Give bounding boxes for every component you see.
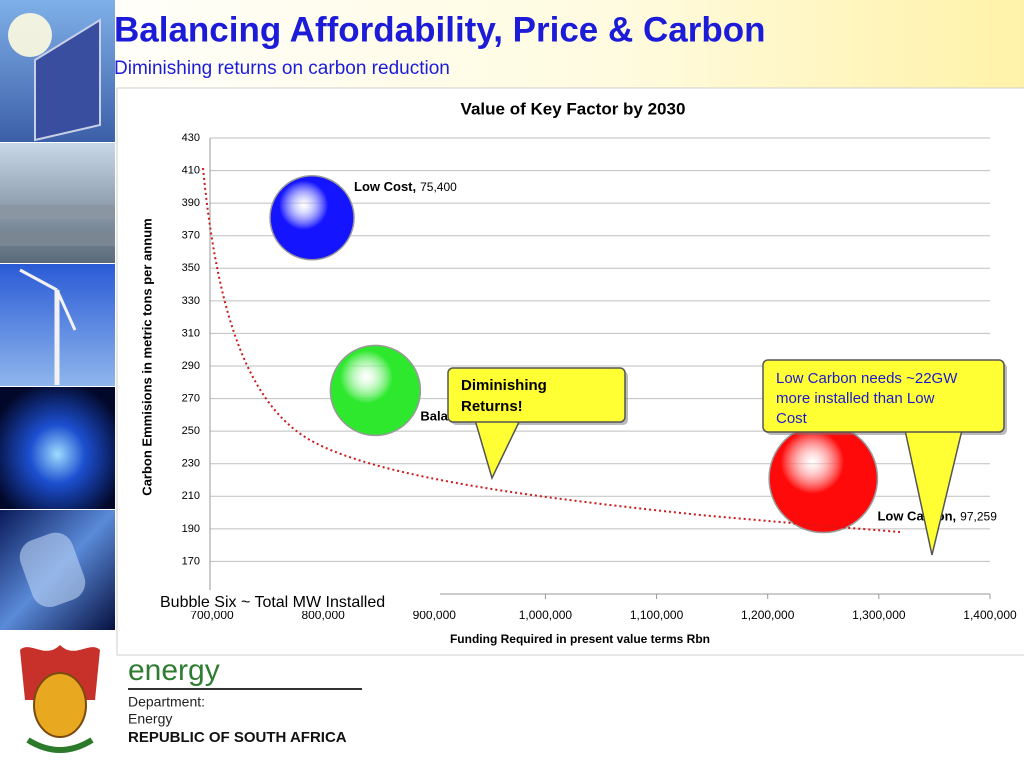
pipe bbox=[0, 205, 115, 219]
bubble-name: Low Carbon, bbox=[877, 509, 956, 524]
y-tick-label: 230 bbox=[182, 458, 200, 470]
trend-line bbox=[202, 167, 901, 533]
chart-title: Value of Key Factor by 2030 bbox=[461, 99, 686, 118]
x-tick-label: 800,000 bbox=[301, 608, 345, 622]
bubble-name: Low Cost, bbox=[354, 179, 416, 194]
callout-text: Cost bbox=[776, 410, 808, 427]
x-tick-label: 1,300,000 bbox=[852, 608, 906, 622]
bubble bbox=[768, 423, 879, 534]
x-tick-label: 700,000 bbox=[190, 608, 234, 622]
y-tick-label: 250 bbox=[182, 425, 200, 437]
note-background bbox=[155, 590, 440, 611]
footer-line: Energy bbox=[128, 711, 172, 727]
y-tick-label: 310 bbox=[182, 327, 200, 339]
solar-panel bbox=[34, 18, 101, 142]
callout-text: more installed than Low bbox=[776, 390, 935, 407]
x-tick-label: 1,100,000 bbox=[630, 608, 684, 622]
pipe bbox=[0, 232, 115, 246]
x-tick-label: 900,000 bbox=[413, 608, 457, 622]
bubbles: Low Cost,75,400Balanced,80,800Low Carbon… bbox=[269, 175, 997, 534]
y-tick-label: 210 bbox=[182, 490, 200, 502]
bubble-label: Low Cost, 75,400 bbox=[354, 179, 457, 194]
callout-text: Diminishing bbox=[461, 377, 547, 394]
y-tick-label: 190 bbox=[182, 523, 200, 535]
arms-shield bbox=[33, 672, 87, 738]
y-tick-label: 330 bbox=[182, 295, 200, 307]
bulb bbox=[19, 532, 86, 608]
bubble-size-label: 75,400 bbox=[420, 180, 457, 194]
footer-line: Department: bbox=[128, 694, 205, 710]
callout-box bbox=[762, 359, 1005, 433]
photo-flame bbox=[0, 387, 115, 509]
y-tick-label: 350 bbox=[182, 262, 200, 274]
turbine-blade bbox=[19, 268, 58, 292]
arms-base bbox=[26, 737, 94, 753]
footer-brand: energy bbox=[128, 654, 220, 687]
x-tick-label: 1,200,000 bbox=[741, 608, 795, 622]
y-tick-label: 170 bbox=[182, 555, 200, 567]
x-tick-label: 1,400,000 bbox=[963, 608, 1017, 622]
y-axis-label: Carbon Emmisions in metric tons per annu… bbox=[139, 218, 154, 495]
slide-subtitle: Diminishing returns on carbon reduction bbox=[114, 58, 450, 79]
bubble bbox=[269, 175, 355, 261]
footer-country: REPUBLIC OF SOUTH AFRICA bbox=[128, 729, 347, 746]
note: Bubble Six ~ Total MW Installed bbox=[160, 594, 385, 611]
y-tick-label: 270 bbox=[182, 392, 200, 404]
sun bbox=[8, 13, 52, 57]
y-tick-label: 290 bbox=[182, 360, 200, 372]
x-tick-label: 1,000,000 bbox=[519, 608, 573, 622]
y-tick-label: 410 bbox=[182, 164, 200, 176]
turbine-blade bbox=[55, 289, 77, 331]
callout-box bbox=[447, 367, 626, 423]
x-axis-label: Funding Required in present value terms … bbox=[450, 632, 710, 646]
slide-title: Balancing Affordability, Price & Carbon bbox=[114, 10, 765, 49]
y-tick-label: 390 bbox=[182, 197, 200, 209]
photo-strip bbox=[0, 0, 115, 630]
callout-text: Returns! bbox=[461, 398, 523, 415]
callout-text: Low Carbon needs ~22GW bbox=[776, 370, 958, 387]
bubble-size-label: 97,259 bbox=[960, 510, 997, 524]
coat-of-arms bbox=[20, 645, 100, 753]
callouts: Diminishing Returns! Low Carbon needs ~22G… bbox=[447, 359, 1007, 556]
y-tick-label: 370 bbox=[182, 230, 200, 242]
bubble bbox=[329, 344, 422, 437]
y-tick-label: 430 bbox=[182, 132, 200, 144]
